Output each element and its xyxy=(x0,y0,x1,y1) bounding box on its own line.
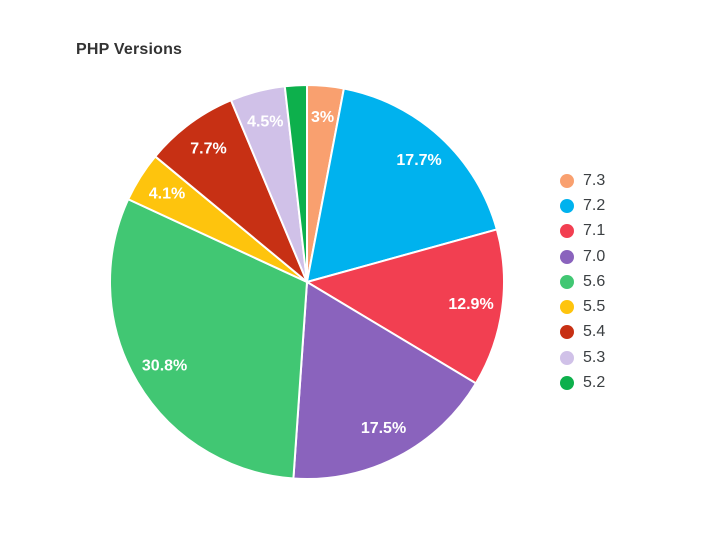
legend-marker-icon xyxy=(560,173,574,188)
legend-label: 7.3 xyxy=(583,171,606,189)
legend-marker-icon xyxy=(560,376,574,391)
legend-marker-icon xyxy=(560,274,574,289)
legend-item-7.1[interactable]: 7.1 xyxy=(560,219,605,244)
pie-slice-7.0[interactable] xyxy=(292,281,477,480)
legend-item-7.0[interactable]: 7.0 xyxy=(560,244,605,269)
slice-label-7.1: 12.9% xyxy=(448,296,493,313)
slice-label-7.0: 17.5% xyxy=(361,420,406,437)
slice-label-5.6: 30.8% xyxy=(142,358,187,375)
legend-marker-icon xyxy=(560,325,574,340)
legend-item-5.4[interactable]: 5.4 xyxy=(560,320,605,345)
legend-marker-icon xyxy=(560,198,574,213)
legend-marker-icon xyxy=(560,249,574,264)
slice-label-7.3: 3% xyxy=(311,109,334,126)
legend-label: 7.0 xyxy=(583,247,606,265)
legend-item-5.3[interactable]: 5.3 xyxy=(560,345,605,370)
legend-marker-icon xyxy=(560,224,574,239)
legend-label: 7.1 xyxy=(583,222,606,240)
chart-legend: 7.3 7.2 7.1 7.0 5.6 5.5 5.4 5.3 5.2 xyxy=(560,168,605,396)
pie-slice-5.6[interactable] xyxy=(109,198,308,480)
slice-label-5.3: 4.5% xyxy=(247,113,283,130)
legend-item-7.2[interactable]: 7.2 xyxy=(560,193,605,218)
legend-label: 7.2 xyxy=(583,196,606,214)
legend-item-5.6[interactable]: 5.6 xyxy=(560,269,605,294)
slice-label-5.4: 7.7% xyxy=(190,141,226,158)
legend-item-7.3[interactable]: 7.3 xyxy=(560,168,605,193)
legend-label: 5.6 xyxy=(583,272,606,290)
slice-label-5.5: 4.1% xyxy=(149,185,185,202)
pie-slice-5.4[interactable] xyxy=(154,99,308,283)
legend-label: 5.5 xyxy=(583,298,606,316)
legend-marker-icon xyxy=(560,300,574,315)
slice-label-7.2: 17.7% xyxy=(396,152,441,169)
legend-label: 5.3 xyxy=(583,348,606,366)
pie-slice-7.1[interactable] xyxy=(306,228,505,385)
legend-label: 5.2 xyxy=(583,374,606,392)
legend-item-5.2[interactable]: 5.2 xyxy=(560,370,605,395)
legend-label: 5.4 xyxy=(583,323,606,341)
legend-marker-icon xyxy=(560,350,574,365)
pie-slice-5.2[interactable] xyxy=(283,84,308,283)
pie-slice-7.2[interactable] xyxy=(306,87,498,283)
chart-title: PHP Versions xyxy=(76,41,183,58)
legend-item-5.5[interactable]: 5.5 xyxy=(560,294,605,319)
